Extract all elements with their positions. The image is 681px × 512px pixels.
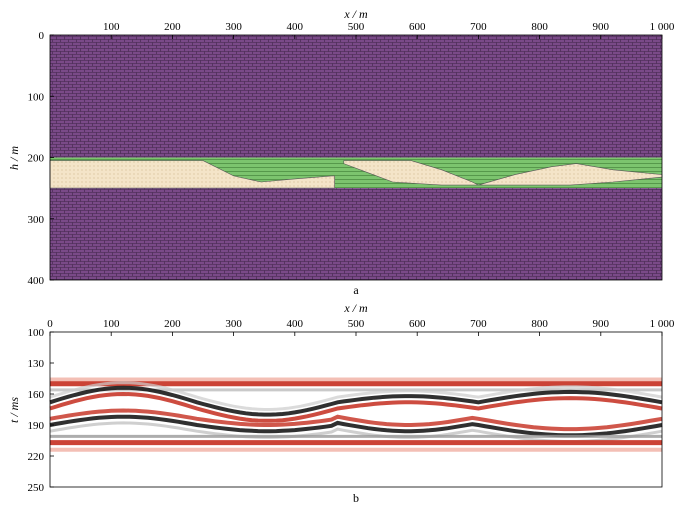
panel-a-y-axis-label: h / m bbox=[7, 146, 21, 170]
layer-bottom bbox=[50, 188, 662, 280]
panel-a-x-tick-label: 200 bbox=[164, 21, 181, 33]
panel-b-caption: b bbox=[353, 491, 359, 505]
seismic-background bbox=[50, 332, 662, 487]
panel-b-x-axis-label: x / m bbox=[343, 301, 368, 315]
panel-b-x-tick-label: 1 000 bbox=[650, 318, 675, 330]
panel-b-x-tick-label: 600 bbox=[409, 318, 426, 330]
panel-b-seismic: 0 100 200 300 400 500 600 700 800 900 1 0001001301… bbox=[7, 301, 675, 505]
event-lens-top-peak bbox=[49, 391, 663, 423]
panel-a-x-tick-label: 800 bbox=[531, 21, 548, 33]
panel-b-y-tick-label: 190 bbox=[28, 420, 45, 432]
sand-body-3 bbox=[343, 160, 479, 186]
panel-b-x-tick-label: 700 bbox=[470, 318, 487, 330]
panel-a-y-tick-label: 200 bbox=[28, 153, 45, 165]
panel-a-model: 100 200 300 400 500 600 700 800 900 1 000 0 100 200 3… bbox=[7, 7, 675, 297]
layer-top bbox=[50, 35, 662, 158]
panel-b-y-axis-label: t / ms bbox=[7, 397, 21, 423]
panel-b-y-tick-label: 130 bbox=[28, 358, 45, 370]
panel-a-x-tick-label: 700 bbox=[470, 21, 487, 33]
panel-a-y-tick-label: 300 bbox=[28, 214, 45, 226]
panel-b-x-tick-label: 800 bbox=[531, 318, 548, 330]
panel-b-y-tick-label: 220 bbox=[28, 451, 45, 463]
panel-a-y-tick-label: 0 bbox=[39, 30, 45, 42]
event-lens-top bbox=[49, 385, 663, 417]
panel-b-x-tick-label: 300 bbox=[225, 318, 242, 330]
panel-b-y-tick-label: 160 bbox=[28, 389, 45, 401]
panel-a-x-axis-label: x / m bbox=[343, 7, 368, 21]
panel-a-x-tick-label: 100 bbox=[103, 21, 120, 33]
panel-b-y-tick-label: 250 bbox=[28, 482, 45, 494]
event-lens-base-peak bbox=[49, 408, 663, 432]
panel-b-x-tick-label: 900 bbox=[593, 318, 610, 330]
panel-a-caption: a bbox=[353, 283, 359, 297]
panel-a-x-tick-label: 600 bbox=[409, 21, 426, 33]
panel-a-y-tick-label: 100 bbox=[28, 91, 45, 103]
panel-a-x-tick-label: 900 bbox=[593, 21, 610, 33]
panel-a-x-tick-label: 400 bbox=[287, 21, 304, 33]
panel-a-x-tick-label: 300 bbox=[225, 21, 242, 33]
panel-a-x-tick-label: 1 000 bbox=[650, 21, 675, 33]
panel-a-x-tick-label: 500 bbox=[348, 21, 365, 33]
event-lens-top-sidelobe bbox=[49, 381, 663, 411]
panel-b-x-tick-label: 100 bbox=[103, 318, 120, 330]
panel-b-y-tick-label: 100 bbox=[28, 327, 45, 339]
panel-a-y-tick-label: 400 bbox=[28, 275, 45, 287]
panel-b-x-tick-label: 200 bbox=[164, 318, 181, 330]
panel-b-x-tick-label: 500 bbox=[348, 318, 365, 330]
panel-b-x-tick-label: 400 bbox=[287, 318, 304, 330]
sand-body-2 bbox=[49, 160, 335, 189]
panel-b-x-tick-label: 0 bbox=[47, 318, 53, 330]
